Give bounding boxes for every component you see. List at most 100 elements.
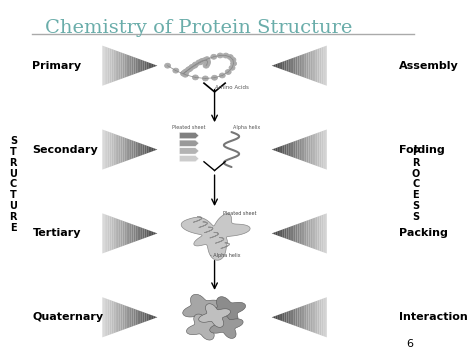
Circle shape xyxy=(201,58,208,63)
Polygon shape xyxy=(150,315,152,320)
Polygon shape xyxy=(279,146,281,153)
Polygon shape xyxy=(108,299,109,335)
Polygon shape xyxy=(154,232,155,235)
Polygon shape xyxy=(318,300,319,335)
Polygon shape xyxy=(318,132,319,167)
Polygon shape xyxy=(136,142,137,158)
Polygon shape xyxy=(152,315,154,319)
Polygon shape xyxy=(132,224,134,243)
Polygon shape xyxy=(319,48,321,84)
Polygon shape xyxy=(309,51,310,80)
Polygon shape xyxy=(122,137,124,162)
Polygon shape xyxy=(141,311,143,323)
Polygon shape xyxy=(307,136,309,163)
Text: Chemistry of Protein Structure: Chemistry of Protein Structure xyxy=(45,18,353,37)
Polygon shape xyxy=(301,222,303,245)
Polygon shape xyxy=(323,130,325,169)
Polygon shape xyxy=(108,215,109,251)
Polygon shape xyxy=(132,308,134,327)
Polygon shape xyxy=(132,140,134,159)
Polygon shape xyxy=(286,60,288,72)
Polygon shape xyxy=(321,131,323,168)
Polygon shape xyxy=(130,56,132,76)
Text: Primary: Primary xyxy=(32,61,82,71)
Polygon shape xyxy=(143,228,145,239)
Polygon shape xyxy=(113,217,115,250)
Polygon shape xyxy=(132,56,134,75)
Circle shape xyxy=(181,71,187,76)
Text: - Alpha helix: - Alpha helix xyxy=(210,253,241,258)
Circle shape xyxy=(217,53,223,58)
Polygon shape xyxy=(139,311,141,324)
Polygon shape xyxy=(111,217,113,250)
Circle shape xyxy=(181,71,187,76)
Polygon shape xyxy=(296,308,298,327)
Polygon shape xyxy=(312,50,314,81)
Polygon shape xyxy=(275,231,277,235)
Polygon shape xyxy=(305,305,307,330)
Polygon shape xyxy=(310,302,312,332)
Text: Packing: Packing xyxy=(399,228,447,239)
Circle shape xyxy=(204,57,210,62)
Text: Assembly: Assembly xyxy=(399,61,458,71)
Polygon shape xyxy=(301,138,303,161)
Polygon shape xyxy=(139,59,141,72)
Polygon shape xyxy=(115,134,117,165)
Polygon shape xyxy=(145,145,146,154)
Polygon shape xyxy=(126,222,128,245)
Polygon shape xyxy=(148,62,150,69)
Polygon shape xyxy=(179,140,199,146)
Polygon shape xyxy=(323,298,325,337)
Polygon shape xyxy=(210,313,243,338)
Polygon shape xyxy=(148,314,150,321)
Circle shape xyxy=(164,63,171,68)
Polygon shape xyxy=(288,143,290,156)
Polygon shape xyxy=(325,130,327,170)
Polygon shape xyxy=(106,215,108,252)
Polygon shape xyxy=(150,147,152,152)
Polygon shape xyxy=(283,313,284,322)
Polygon shape xyxy=(283,145,284,154)
Polygon shape xyxy=(115,50,117,81)
Polygon shape xyxy=(182,294,221,323)
Polygon shape xyxy=(117,51,119,81)
Circle shape xyxy=(202,76,208,81)
Polygon shape xyxy=(310,51,312,81)
Polygon shape xyxy=(292,225,294,241)
Polygon shape xyxy=(321,299,323,336)
Polygon shape xyxy=(143,312,145,323)
Text: S
T
R
U
C
T
U
R
E: S T R U C T U R E xyxy=(9,136,18,233)
Polygon shape xyxy=(318,48,319,83)
Polygon shape xyxy=(298,56,299,76)
Polygon shape xyxy=(314,301,316,333)
Polygon shape xyxy=(310,135,312,164)
Polygon shape xyxy=(277,231,279,236)
Circle shape xyxy=(186,67,191,72)
Polygon shape xyxy=(275,64,277,68)
Polygon shape xyxy=(319,131,321,168)
Polygon shape xyxy=(296,140,298,159)
Polygon shape xyxy=(139,227,141,240)
Polygon shape xyxy=(108,48,109,84)
Polygon shape xyxy=(104,214,106,253)
Polygon shape xyxy=(316,217,318,250)
Polygon shape xyxy=(143,60,145,71)
Circle shape xyxy=(181,71,186,76)
Polygon shape xyxy=(126,138,128,161)
Polygon shape xyxy=(106,47,108,84)
Polygon shape xyxy=(294,57,296,75)
Circle shape xyxy=(204,59,210,64)
Text: 6: 6 xyxy=(407,339,414,349)
Polygon shape xyxy=(273,148,275,151)
Polygon shape xyxy=(128,55,130,76)
Polygon shape xyxy=(179,155,199,162)
Text: Pleated sheet: Pleated sheet xyxy=(223,211,256,216)
Polygon shape xyxy=(137,58,139,73)
Polygon shape xyxy=(111,301,113,334)
Polygon shape xyxy=(128,139,130,160)
Polygon shape xyxy=(109,132,111,167)
Polygon shape xyxy=(121,52,122,79)
Polygon shape xyxy=(104,130,106,169)
Polygon shape xyxy=(141,228,143,239)
Circle shape xyxy=(183,69,189,74)
